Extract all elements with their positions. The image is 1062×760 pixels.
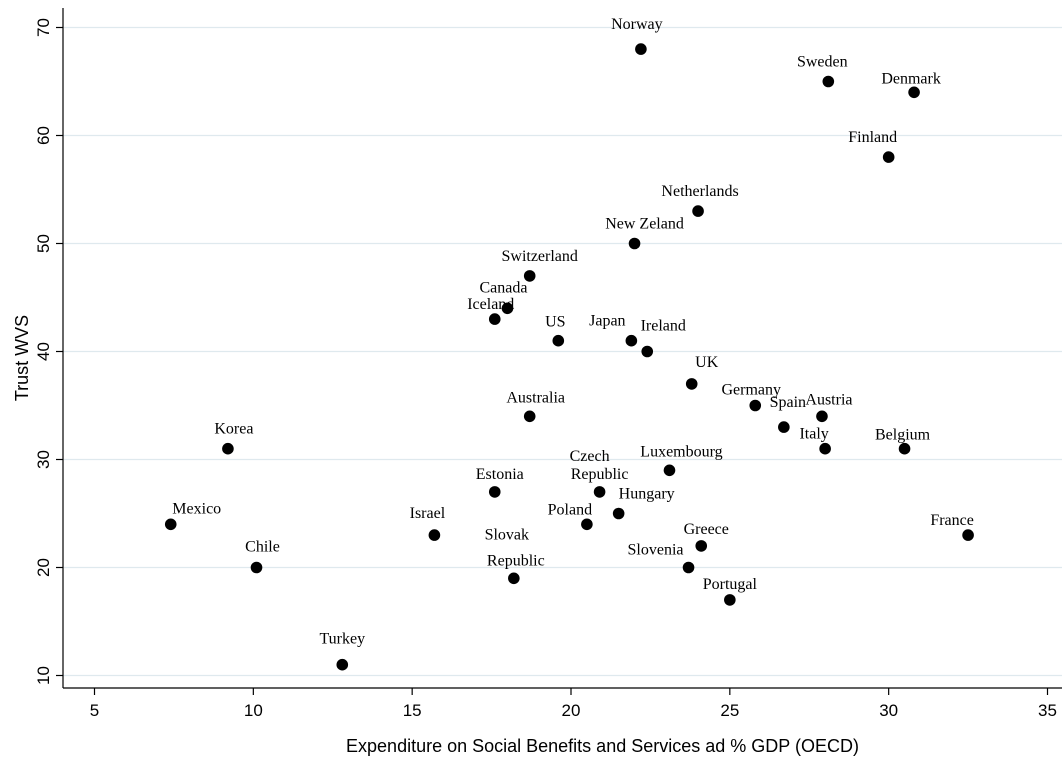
point-us <box>552 334 565 347</box>
y-tick-label: 60 <box>34 126 53 145</box>
point-uk <box>685 378 698 390</box>
y-tick-label: 30 <box>34 450 53 469</box>
x-tick-label: 15 <box>403 701 422 720</box>
point-label-luxembourg: Luxembourg <box>640 443 722 460</box>
point-portugal <box>724 594 736 606</box>
y-tick-label: 50 <box>34 234 53 253</box>
point-label-sweden: Sweden <box>797 54 848 71</box>
point-label-hungary: Hungary <box>619 486 675 503</box>
point-label-slovenia: Slovenia <box>628 542 684 559</box>
point-chile <box>250 561 263 574</box>
y-tick-label: 20 <box>34 558 53 577</box>
point-label-ireland: Ireland <box>641 318 686 335</box>
point-poland <box>581 518 593 531</box>
point-label-france: France <box>930 512 974 529</box>
point-germany <box>749 399 762 412</box>
point-label-czech-republic: Czech Republic <box>570 448 629 483</box>
y-axis-title: Trust WVS <box>12 315 32 401</box>
x-axis-title: Expenditure on Social Benefits and Servi… <box>346 736 859 756</box>
point-mexico <box>164 518 177 531</box>
point-label-iceland: Iceland <box>467 296 514 313</box>
point-sweden <box>822 75 835 88</box>
point-luxembourg <box>663 464 676 477</box>
point-label-finland: Finland <box>848 129 897 146</box>
point-label-austria: Austria <box>805 391 852 408</box>
point-label-mexico: Mexico <box>172 500 221 517</box>
point-finland <box>882 151 895 163</box>
point-label-poland: Poland <box>548 501 592 518</box>
point-label-canada: Canada <box>479 279 527 296</box>
y-tick-label: 40 <box>34 342 53 361</box>
point-label-denmark: Denmark <box>881 70 941 87</box>
point-ireland <box>641 345 654 358</box>
point-label-uk: UK <box>695 354 719 371</box>
point-label-chile: Chile <box>245 539 280 556</box>
point-france <box>962 529 974 541</box>
point-label-israel: Israel <box>410 505 446 522</box>
point-label-norway: Norway <box>611 16 663 33</box>
point-slovenia <box>682 561 695 574</box>
point-italy <box>819 442 831 455</box>
point-new-zeland <box>628 237 641 250</box>
point-belgium <box>898 442 911 455</box>
point-label-estonia: Estonia <box>476 466 524 483</box>
point-slovak-republic <box>508 572 520 585</box>
point-label-australia: Australia <box>506 389 565 406</box>
point-korea <box>222 442 234 455</box>
point-czech-republic <box>593 486 606 498</box>
point-labels: Norway Sweden Denmark Finland Netherlands New… <box>172 16 974 648</box>
point-estonia <box>488 486 501 498</box>
point-label-turkey: Turkey <box>319 631 365 648</box>
point-label-greece: Greece <box>684 521 729 538</box>
point-iceland <box>488 313 501 325</box>
point-label-italy: Italy <box>799 426 828 443</box>
point-label-slovak-republic: Slovak Republic <box>485 526 545 569</box>
point-label-spain: Spain <box>770 394 806 411</box>
point-norway <box>635 43 647 55</box>
data-points <box>164 43 974 671</box>
y-tick-label: 10 <box>34 666 53 685</box>
point-label-portugal: Portugal <box>703 576 758 593</box>
point-label-korea: Korea <box>214 421 253 438</box>
point-label-us: US <box>545 314 565 331</box>
point-hungary <box>612 507 625 520</box>
point-denmark <box>908 86 920 99</box>
point-israel <box>428 529 441 541</box>
point-label-new-zeland: New Zeland <box>605 216 684 233</box>
gridlines <box>63 26 1062 677</box>
point-switzerland <box>523 270 536 282</box>
point-japan <box>625 334 638 347</box>
point-label-germany: Germany <box>721 382 781 399</box>
point-label-netherlands: Netherlands <box>661 183 738 200</box>
point-canada <box>501 302 514 315</box>
x-tick-label: 10 <box>244 701 263 720</box>
x-tick-label: 25 <box>720 701 739 720</box>
x-tick-label: 35 <box>1038 701 1057 720</box>
point-label-belgium: Belgium <box>875 427 931 444</box>
point-label-switzerland: Switzerland <box>501 248 577 265</box>
point-netherlands <box>692 205 704 217</box>
point-austria <box>816 410 828 423</box>
point-spain <box>778 421 790 433</box>
point-greece <box>695 540 708 552</box>
point-australia <box>523 410 536 423</box>
x-tick-label: 20 <box>562 701 581 720</box>
y-tick-label: 70 <box>34 18 53 37</box>
axes: 10 20 30 40 50 60 70 5 10 15 20 25 30 35 <box>34 8 1062 720</box>
x-tick-label: 30 <box>879 701 898 720</box>
point-label-japan: Japan <box>589 313 625 330</box>
x-tick-label: 5 <box>90 701 99 720</box>
point-turkey <box>336 658 349 671</box>
